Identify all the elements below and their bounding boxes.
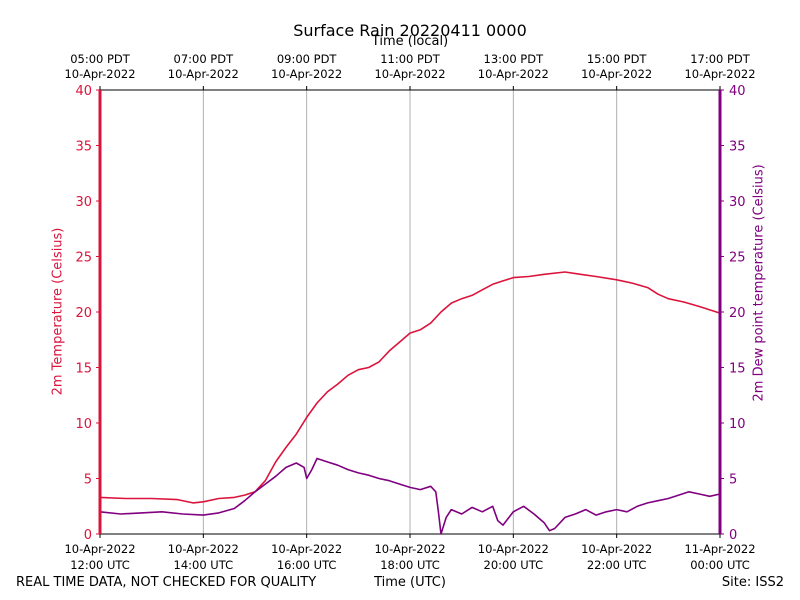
top-xtick-time: 09:00 PDT bbox=[277, 52, 338, 66]
bottom-xtick-date: 10-Apr-2022 bbox=[64, 542, 135, 556]
left-ytick-label: 15 bbox=[75, 362, 92, 377]
bottom-xtick-date: 10-Apr-2022 bbox=[581, 542, 652, 556]
top-xtick-time: 15:00 PDT bbox=[587, 52, 648, 66]
left-ytick-label: 5 bbox=[84, 473, 92, 488]
top-axis-label: Time (local) bbox=[371, 34, 449, 49]
tick-labels: 0 0 5 5 10 10 15 15 20 20 25 25 30 30 35 35 40 40 10-Apr-2… bbox=[64, 52, 755, 572]
top-xtick-date: 10-Apr-2022 bbox=[478, 67, 549, 81]
left-ytick-label: 10 bbox=[75, 417, 92, 432]
top-xtick-time: 17:00 PDT bbox=[690, 52, 751, 66]
bottom-xtick-date: 10-Apr-2022 bbox=[168, 542, 239, 556]
bottom-xtick-time: 16:00 UTC bbox=[277, 558, 337, 572]
bottom-axis-label: Time (UTC) bbox=[374, 575, 446, 590]
bottom-xtick-time: 14:00 UTC bbox=[174, 558, 234, 572]
left-ytick-label: 30 bbox=[75, 195, 92, 210]
right-ytick-label: 5 bbox=[729, 473, 737, 488]
right-ytick-label: 30 bbox=[729, 195, 746, 210]
top-xtick-time: 11:00 PDT bbox=[380, 52, 441, 66]
top-xtick-date: 10-Apr-2022 bbox=[581, 67, 652, 81]
bottom-xtick-time: 00:00 UTC bbox=[690, 558, 750, 572]
right-ytick-label: 40 bbox=[729, 84, 746, 99]
bottom-xtick-date: 10-Apr-2022 bbox=[271, 542, 342, 556]
chart-title: Surface Rain 20220411 0000 bbox=[293, 21, 527, 40]
top-xtick-date: 10-Apr-2022 bbox=[271, 67, 342, 81]
bottom-xtick-time: 12:00 UTC bbox=[70, 558, 130, 572]
top-xtick-date: 10-Apr-2022 bbox=[684, 67, 755, 81]
dewpoint-series-line bbox=[99, 457, 721, 535]
right-ytick-label: 20 bbox=[729, 306, 746, 321]
right-ytick-label: 15 bbox=[729, 362, 746, 377]
vertical-gridlines bbox=[202, 90, 618, 534]
top-xtick-time: 05:00 PDT bbox=[70, 52, 131, 66]
left-ytick-label: 25 bbox=[75, 251, 92, 266]
bottom-xtick-date: 10-Apr-2022 bbox=[478, 542, 549, 556]
right-ytick-label: 10 bbox=[729, 417, 746, 432]
left-ytick-label: 40 bbox=[75, 84, 92, 99]
bottom-xtick-time: 18:00 UTC bbox=[380, 558, 440, 572]
left-ytick-label: 20 bbox=[75, 306, 92, 321]
series-layer bbox=[99, 271, 721, 535]
bottom-xtick-date: 11-Apr-2022 bbox=[684, 542, 755, 556]
top-xtick-date: 10-Apr-2022 bbox=[64, 67, 135, 81]
top-xtick-time: 13:00 PDT bbox=[484, 52, 545, 66]
top-xtick-date: 10-Apr-2022 bbox=[168, 67, 239, 81]
bottom-xtick-time: 20:00 UTC bbox=[484, 558, 544, 572]
right-ytick-label: 35 bbox=[729, 140, 746, 155]
temperature-series-line bbox=[99, 271, 721, 504]
left-ytick-label: 0 bbox=[84, 528, 92, 543]
bottom-xtick-date: 10-Apr-2022 bbox=[374, 542, 445, 556]
left-y-axis-label: 2m Temperature (Celsius) bbox=[50, 227, 66, 396]
bottom-xtick-time: 22:00 UTC bbox=[587, 558, 647, 572]
site-label: Site: ISS2 bbox=[721, 575, 784, 590]
top-xtick-date: 10-Apr-2022 bbox=[374, 67, 445, 81]
left-ytick-label: 35 bbox=[75, 140, 92, 155]
quality-disclaimer: REAL TIME DATA, NOT CHECKED FOR QUALITY bbox=[16, 575, 317, 590]
right-ytick-label: 0 bbox=[729, 528, 737, 543]
top-xtick-time: 07:00 PDT bbox=[174, 52, 235, 66]
right-ytick-label: 25 bbox=[729, 251, 746, 266]
right-y-axis-label: 2m Dew point temperature (Celsius) bbox=[751, 164, 767, 402]
